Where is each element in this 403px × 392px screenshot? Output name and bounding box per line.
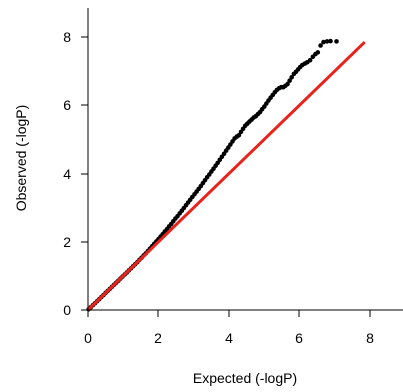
y-ticks: 0 2 4 6 8 xyxy=(63,29,88,318)
x-tick-label: 4 xyxy=(225,330,233,346)
y-tick-label: 4 xyxy=(63,166,71,182)
points-layer xyxy=(86,38,339,312)
y-axis-title: Observed (-logP) xyxy=(13,105,29,212)
x-tick-label: 2 xyxy=(154,330,162,346)
data-point xyxy=(318,43,323,48)
data-point xyxy=(321,39,326,45)
y-tick-label: 6 xyxy=(63,97,71,113)
y-tick-label: 2 xyxy=(63,234,71,250)
x-ticks: 0 2 4 6 8 xyxy=(84,310,374,346)
plot-area xyxy=(86,38,366,312)
data-point xyxy=(324,39,330,44)
data-point xyxy=(287,78,292,83)
y-tick-label: 0 xyxy=(63,302,71,318)
data-point xyxy=(334,39,339,44)
x-tick-label: 0 xyxy=(84,330,92,346)
data-point xyxy=(285,81,290,87)
x-axis-title: Expected (-logP) xyxy=(193,370,297,386)
data-point xyxy=(307,57,313,63)
data-point xyxy=(315,50,321,55)
data-point xyxy=(328,38,333,44)
data-point xyxy=(289,75,295,80)
y-tick-label: 8 xyxy=(63,29,71,45)
data-point xyxy=(236,133,242,138)
x-tick-label: 8 xyxy=(366,330,374,346)
reference-line xyxy=(86,41,366,312)
x-tick-label: 6 xyxy=(295,330,303,346)
